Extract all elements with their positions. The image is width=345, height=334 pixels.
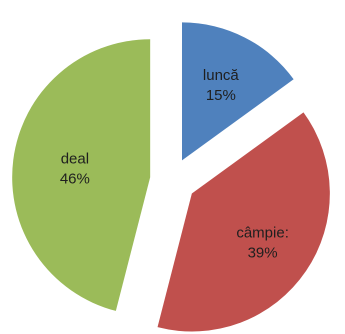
slice-category-label: câmpie:: [236, 225, 289, 242]
slice-category-label: luncă: [203, 67, 240, 84]
slice-percent-label: 39%: [248, 245, 278, 262]
slice-percent-label: 15%: [206, 87, 236, 104]
pie-slice-label-3: deal 46%: [60, 151, 90, 188]
pie-slices: [12, 22, 330, 332]
pie-slice-label-1: luncă 15%: [203, 67, 240, 104]
pie-slice-3: [12, 39, 151, 311]
pie-slice-2: [157, 112, 330, 332]
pie-slice-label-2: câmpie: 39%: [236, 225, 289, 262]
slice-category-label: deal: [61, 151, 89, 168]
pie-labels: luncă 15% câmpie: 39% deal 46%: [60, 67, 289, 261]
pie-slice-1: [181, 22, 294, 161]
slice-percent-label: 46%: [60, 171, 90, 188]
